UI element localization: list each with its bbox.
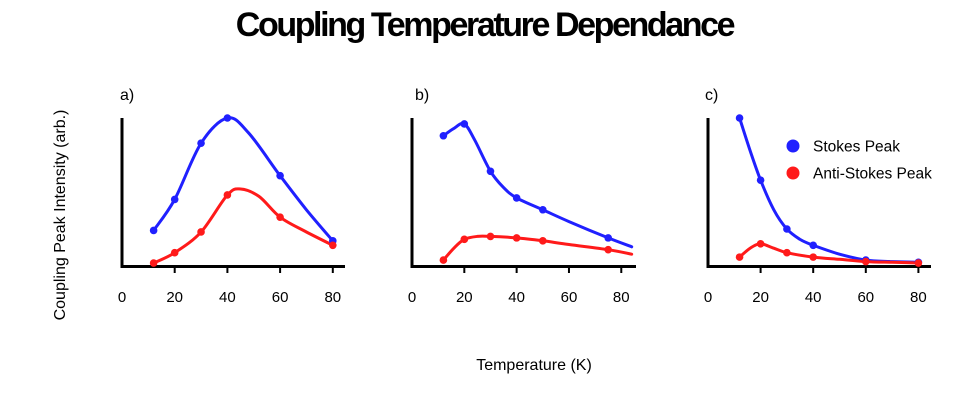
stokes-point xyxy=(756,176,765,184)
stokes-point xyxy=(809,241,817,250)
anti-stokes-point xyxy=(783,248,791,257)
panel-label: b) xyxy=(415,87,429,104)
legend-label: Stokes Peak xyxy=(813,139,900,156)
x-tick-label: 60 xyxy=(561,289,578,306)
panel-label: c) xyxy=(705,87,718,104)
legend-marker xyxy=(786,166,800,180)
stokes-point xyxy=(149,226,158,235)
x-tick-label: 40 xyxy=(508,289,525,306)
anti-stokes-point xyxy=(276,213,284,221)
chart-title: Coupling Temperature Dependance xyxy=(235,6,736,44)
panel-label: a) xyxy=(120,87,134,104)
stokes-point xyxy=(486,167,495,176)
anti-stokes-point xyxy=(756,240,765,248)
anti-stokes-line xyxy=(441,234,634,262)
anti-stokes-point xyxy=(486,232,495,241)
stokes-point xyxy=(460,120,469,128)
anti-stokes-line xyxy=(738,242,920,265)
anti-stokes-point xyxy=(809,253,817,261)
x-tick-label: 0 xyxy=(408,289,416,306)
anti-stokes-point xyxy=(170,248,179,257)
x-axis-label: Temperature (K) xyxy=(476,357,592,374)
stokes-point xyxy=(604,234,612,242)
anti-stokes-point xyxy=(914,259,923,267)
anti-stokes-point xyxy=(149,259,158,267)
x-tick-label: 60 xyxy=(272,289,289,306)
stokes-point xyxy=(197,139,205,147)
x-tick-label: 40 xyxy=(805,289,822,306)
stokes-point xyxy=(170,195,179,204)
legend-label: Anti-Stokes Peak xyxy=(813,166,932,183)
stokes-point xyxy=(276,171,284,180)
stokes-point xyxy=(223,114,232,122)
stokes-line xyxy=(441,121,634,249)
anti-stokes-point xyxy=(223,191,232,199)
anti-stokes-line xyxy=(152,187,335,265)
stokes-line xyxy=(152,116,335,243)
stokes-point xyxy=(735,114,744,122)
x-tick-label: 80 xyxy=(910,289,927,306)
stokes-point xyxy=(783,225,791,233)
x-tick-label: 80 xyxy=(324,289,341,306)
anti-stokes-point xyxy=(460,235,469,244)
anti-stokes-point xyxy=(439,256,448,264)
stokes-point xyxy=(512,194,521,202)
anti-stokes-point xyxy=(197,228,205,236)
anti-stokes-point xyxy=(539,237,547,245)
x-tick-label: 20 xyxy=(456,289,473,306)
x-tick-label: 40 xyxy=(219,289,236,306)
x-tick-label: 0 xyxy=(704,289,712,306)
x-tick-label: 60 xyxy=(857,289,874,306)
stokes-point xyxy=(439,131,448,140)
anti-stokes-point xyxy=(512,234,521,242)
anti-stokes-point xyxy=(329,241,337,250)
stokes-point xyxy=(539,205,547,214)
x-tick-label: 20 xyxy=(752,289,769,306)
legend-marker xyxy=(786,139,800,153)
x-tick-label: 20 xyxy=(166,289,183,306)
y-axis-label: Coupling Peak Intensity (arb.) xyxy=(52,109,69,321)
anti-stokes-point xyxy=(862,257,870,266)
anti-stokes-point xyxy=(735,253,744,261)
x-tick-label: 0 xyxy=(118,289,126,306)
x-tick-label: 80 xyxy=(613,289,630,306)
anti-stokes-point xyxy=(604,245,612,254)
